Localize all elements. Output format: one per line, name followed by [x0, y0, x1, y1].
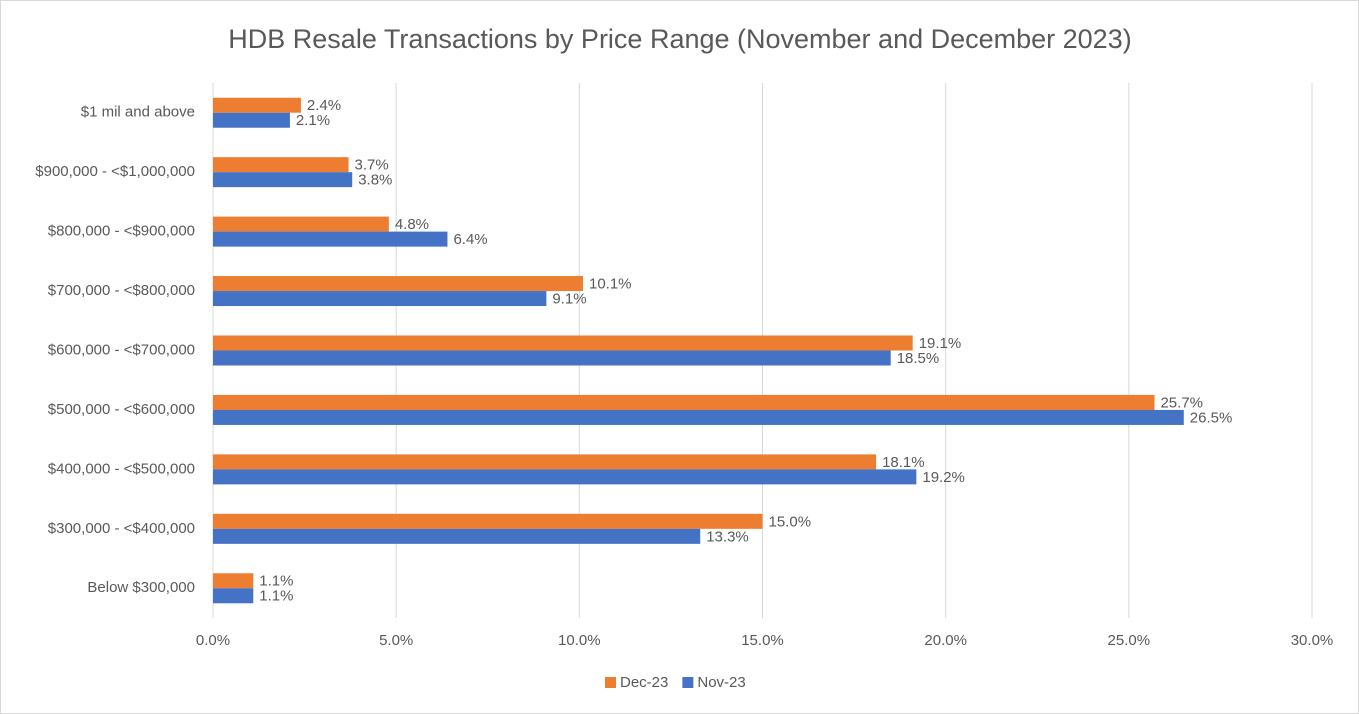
data-label: 6.4%: [453, 231, 487, 248]
bar: [213, 97, 301, 113]
x-tick-label: 20.0%: [924, 632, 967, 649]
bar: [213, 157, 349, 173]
bar: [213, 112, 290, 128]
y-tick-label: Below $300,000: [87, 579, 195, 596]
y-tick-label: $1 mil and above: [81, 104, 195, 121]
data-label: 26.5%: [1190, 409, 1233, 426]
bar: [213, 335, 913, 351]
bar: [213, 291, 547, 307]
data-label: 1.1%: [259, 573, 293, 590]
bar: [213, 469, 917, 485]
y-tick-label: $700,000 - <$800,000: [48, 282, 195, 299]
data-label: 9.1%: [552, 291, 586, 308]
data-label: 25.7%: [1160, 394, 1203, 411]
data-label: 15.0%: [769, 513, 812, 530]
data-label: 19.2%: [922, 469, 965, 486]
bar: [213, 394, 1155, 410]
data-label: 18.1%: [882, 454, 925, 471]
bar: [213, 513, 763, 529]
y-tick-label: $900,000 - <$1,000,000: [35, 163, 195, 180]
legend-label: Dec-23: [620, 674, 668, 691]
bar: [213, 276, 583, 292]
data-label: 4.8%: [395, 216, 429, 233]
y-tick-label: $600,000 - <$700,000: [48, 341, 195, 358]
data-label: 18.5%: [897, 350, 940, 367]
x-tick-label: 15.0%: [741, 632, 784, 649]
x-tick-label: 5.0%: [379, 632, 413, 649]
bar: [213, 350, 891, 366]
x-tick-label: 25.0%: [1108, 632, 1151, 649]
bar: [213, 454, 877, 470]
data-label: 2.1%: [296, 112, 330, 129]
bar: [213, 528, 701, 544]
data-label: 13.3%: [706, 528, 749, 545]
data-label: 10.1%: [589, 276, 632, 293]
legend-swatch: [682, 677, 694, 688]
bar: [213, 216, 389, 232]
data-label: 3.8%: [358, 172, 392, 189]
y-tick-label: $500,000 - <$600,000: [48, 401, 195, 418]
bar: [213, 409, 1184, 425]
data-label: 19.1%: [919, 335, 962, 352]
bar: [213, 588, 254, 604]
y-tick-label: $800,000 - <$900,000: [48, 223, 195, 240]
data-label: 2.4%: [307, 97, 341, 114]
data-label: 3.7%: [355, 157, 389, 174]
legend-label: Nov-23: [697, 674, 745, 691]
legend-swatch: [605, 677, 616, 688]
chart-title: HDB Resale Transactions by Price Range (…: [228, 24, 1131, 54]
bar: [213, 231, 448, 247]
bar: [213, 573, 254, 589]
y-tick-label: $400,000 - <$500,000: [48, 460, 195, 477]
y-tick-label: $300,000 - <$400,000: [48, 520, 195, 537]
x-tick-label: 0.0%: [196, 632, 230, 649]
bar: [213, 172, 353, 188]
x-tick-label: 10.0%: [558, 632, 601, 649]
data-label: 1.1%: [259, 588, 293, 605]
x-tick-label: 30.0%: [1291, 632, 1334, 649]
